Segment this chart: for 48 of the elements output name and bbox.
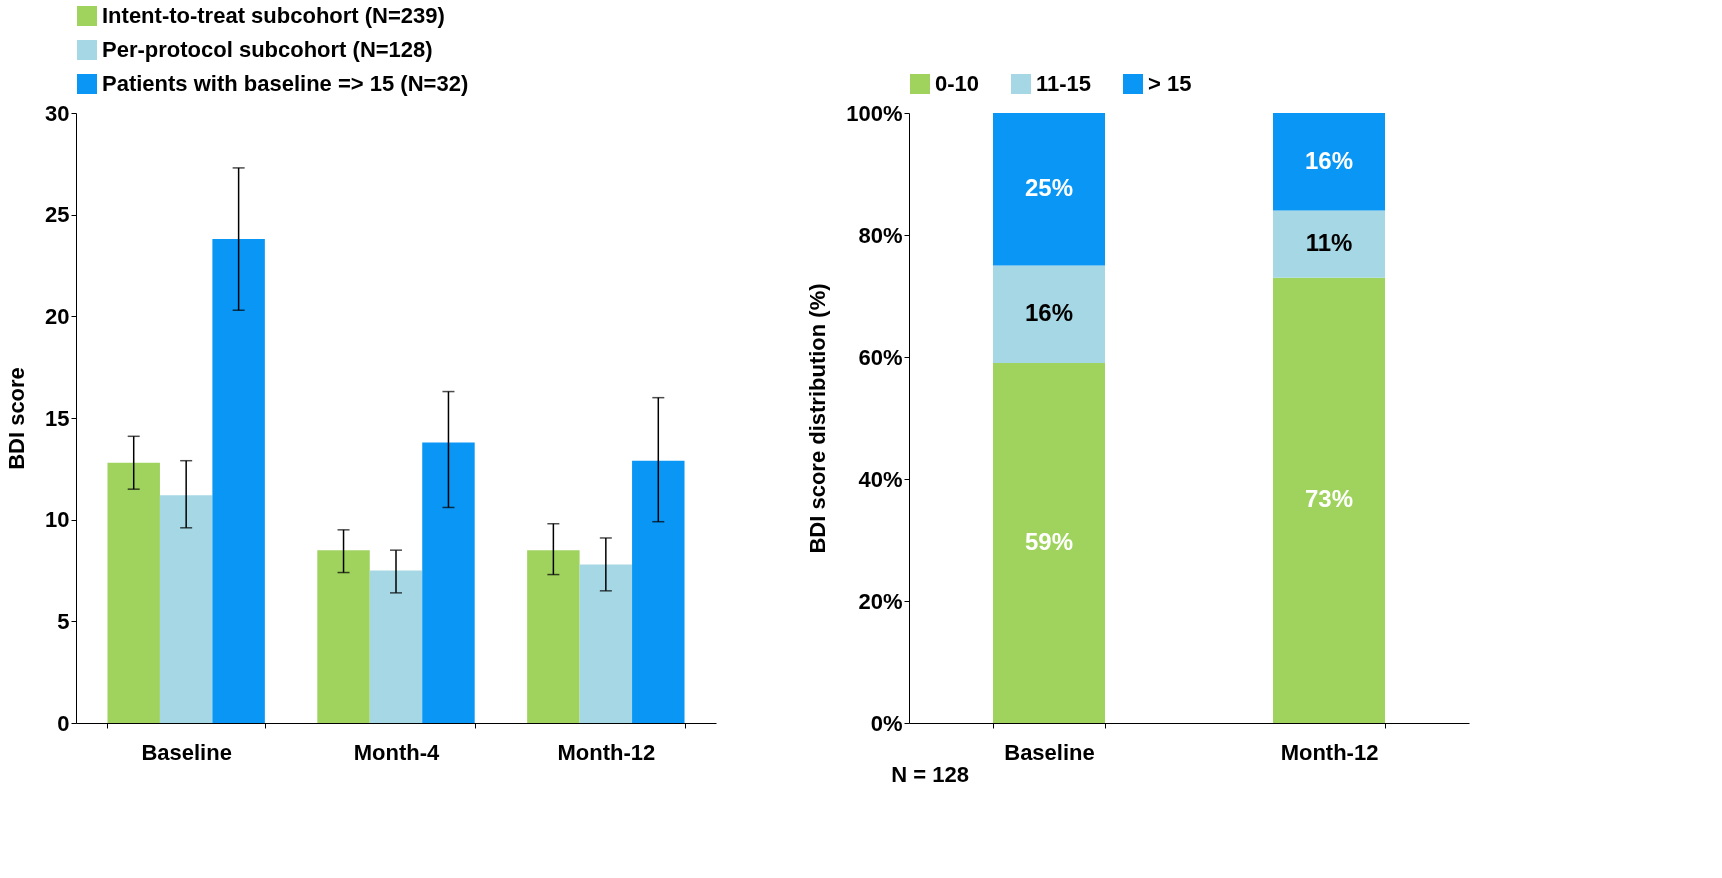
y-tick-label: 100% [846,100,903,126]
bar [1273,277,1385,723]
y-tick-label: 30 [45,100,70,126]
bar [1273,113,1385,211]
bar [422,442,475,723]
y-tick-label: 25 [45,202,70,228]
data-label: 73% [1304,485,1354,513]
y-tick-label: 80% [858,222,903,248]
data-label: 59% [1024,528,1074,556]
data-label: 16% [1024,299,1074,327]
y-axis-title: BDI score [4,367,30,470]
legend-label: Per-protocol subcohort (N=128) [102,37,433,62]
y-tick-label: 0% [870,710,903,736]
data-label: 11% [1305,229,1353,257]
x-tick-label: Month-12 [557,739,656,765]
y-tick-label: 5 [57,608,70,634]
legend-label: Patients with baseline => 15 (N=32) [102,71,469,96]
data-label: 16% [1304,146,1354,174]
x-tick-label: Baseline [1004,739,1095,765]
bar [632,460,685,723]
legend-label: 11-15 [1036,71,1092,96]
x-tick-label: Month-12 [1280,739,1379,765]
x-tick-label: Baseline [141,739,232,765]
y-tick-label: 60% [858,344,903,370]
legend-label: 0-10 [935,71,980,96]
y-tick-label: 15 [45,405,70,431]
y-axis-title: BDI score distribution (%) [805,283,831,554]
bar [369,570,423,723]
bar [993,265,1105,364]
bar [317,550,370,723]
y-tick-label: 40% [858,466,903,492]
data-label: 25% [1024,174,1074,202]
bar [1273,210,1385,278]
y-tick-label: 20% [858,588,903,614]
y-tick-label: 0 [57,710,70,736]
bar [993,363,1105,723]
y-tick-label: 10 [45,507,70,533]
bar [212,239,265,723]
bar [107,462,160,723]
bar [159,495,213,723]
x-tick-label: Month-4 [353,739,441,765]
y-tick-label: 20 [45,303,70,329]
legend-label: > 15 [1148,71,1192,96]
bar [993,113,1105,266]
bar [527,550,580,723]
text: N = 128 [891,762,969,787]
legend-label: Intent-to-treat subcohort (N=239) [102,3,445,28]
bar [579,564,633,723]
